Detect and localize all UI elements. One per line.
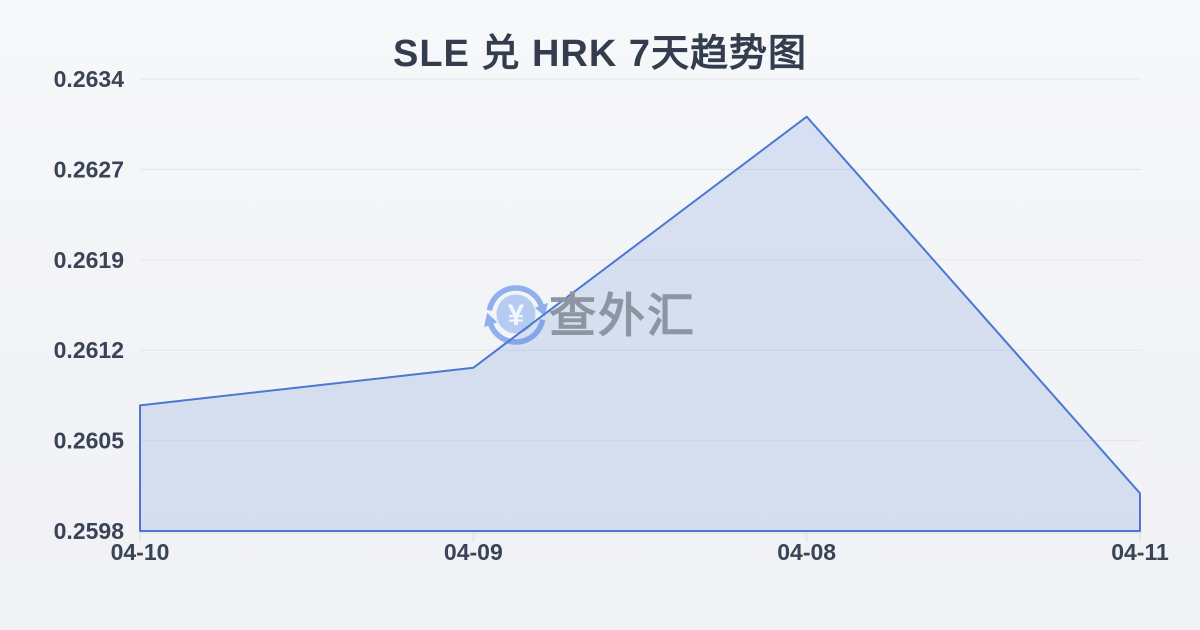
y-axis-labels: 0.2634 0.2627 0.2619 0.2612 0.2605 0.2598 [54,66,125,544]
currency-exchange-icon: ¥ [484,285,548,345]
icon-arrowhead-left [484,312,498,328]
trend-area [139,115,1141,532]
y-tick-label: 0.2619 [54,247,124,273]
x-tick-label: 04-11 [1111,539,1169,565]
icon-arrow-bottom [488,319,546,345]
y-tick-label: 0.2627 [54,156,124,182]
yen-glyph: ¥ [508,299,525,332]
watermark-text: 查外汇 [549,289,696,342]
y-tick-label: 0.2598 [54,518,125,544]
x-axis: 04-10 04-09 04-08 04-11 [111,532,1169,565]
x-tick-label: 04-09 [444,539,503,565]
icon-circle [496,294,536,334]
icon-arrow-top [486,285,544,311]
x-tick-label: 04-10 [111,539,170,565]
y-tick-label: 0.2634 [54,66,125,92]
y-tick-label: 0.2612 [54,337,124,363]
chart-title: SLE 兑 HRK 7天趋势图 [392,33,808,75]
y-tick-label: 0.2605 [54,428,125,454]
x-tick-label: 04-08 [777,539,836,565]
